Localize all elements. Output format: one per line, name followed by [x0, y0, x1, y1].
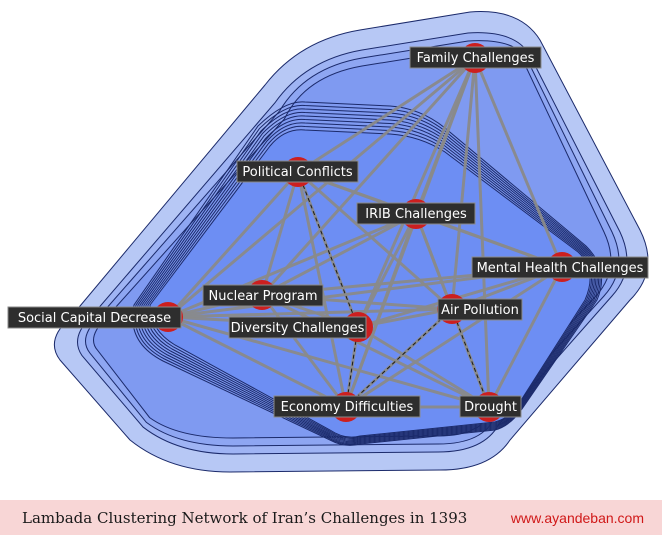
edge-social-drought [166, 315, 491, 409]
label-text-mental: Mental Health Challenges [477, 261, 644, 276]
dashed-edge-air-drought [451, 308, 490, 408]
label-text-social: Social Capital Decrease [18, 311, 171, 326]
edge-family-social [166, 56, 477, 319]
label-social: Social Capital Decrease [7, 306, 182, 329]
label-text-air: Air Pollution [441, 303, 519, 318]
inner-cluster-contour-3 [145, 122, 594, 440]
edge-social-economy [166, 315, 348, 409]
caption-bar: Lambada Clustering Network of Iran’s Cha… [0, 500, 662, 535]
label-economy: Economy Difficulties [273, 395, 421, 418]
edge-irib-diversity [356, 212, 418, 329]
label-text-diversity: Diversity Challenges [231, 321, 365, 336]
label-bg-economy [273, 395, 421, 418]
inner-cluster-contour-9 [132, 101, 603, 446]
edge-political-air [296, 170, 454, 311]
label-text-drought: Drought [464, 400, 517, 415]
label-bg-political [236, 160, 359, 183]
label-bg-air [437, 298, 523, 321]
label-nuclear: Nuclear Program [202, 284, 324, 307]
edge-irib-nuclear [260, 212, 418, 297]
inner-cluster-contour-8 [134, 104, 601, 445]
dashed-edge-economy-air [345, 308, 453, 408]
label-bg-diversity [228, 316, 367, 339]
label-bg-irib [356, 202, 476, 225]
inner-cluster-contour-6 [138, 111, 598, 443]
label-bg-nuclear [202, 284, 324, 307]
edge-family-air [450, 56, 477, 311]
inner-cluster-contour-7 [136, 108, 600, 444]
label-bg-family [409, 46, 542, 69]
figure-caption: Lambada Clustering Network of Iran’s Cha… [22, 508, 468, 527]
edge-family-nuclear [260, 56, 477, 297]
edge-mental-drought [487, 265, 564, 409]
label-text-nuclear: Nuclear Program [208, 289, 317, 304]
edge-diversity-air [356, 307, 454, 329]
inner-cluster-contour-5 [141, 115, 597, 442]
label-text-economy: Economy Difficulties [281, 400, 414, 415]
edge-mental-economy [344, 265, 564, 409]
edge-family-political [296, 56, 477, 174]
label-diversity: Diversity Challenges [228, 316, 367, 339]
edge-family-mental [473, 56, 564, 269]
edge-diversity-drought [356, 325, 491, 409]
label-text-political: Political Conflicts [242, 165, 352, 180]
edge-family-drought [473, 56, 491, 409]
label-bg-mental [471, 256, 649, 279]
label-bg-drought [459, 395, 522, 418]
label-irib: IRIB Challenges [356, 202, 476, 225]
label-bg-social [7, 306, 182, 329]
label-text-irib: IRIB Challenges [365, 207, 467, 222]
inner-cluster-contour-2 [147, 125, 593, 439]
inner-cluster-contour-4 [143, 118, 595, 441]
label-political: Political Conflicts [236, 160, 359, 183]
cluster-network-diagram: Family Challenges Political Conflicts IRIB… [7, 11, 649, 473]
label-drought: Drought [459, 395, 522, 418]
site-link[interactable]: www.ayandeban.com [510, 509, 644, 526]
edge-social-air [166, 307, 454, 319]
edge-family-diversity [356, 56, 477, 329]
label-mental: Mental Health Challenges [471, 256, 649, 279]
label-air: Air Pollution [437, 298, 523, 321]
edge-political-social [166, 170, 300, 319]
labels-layer: Family Challenges Political Conflicts IRIB… [7, 46, 649, 418]
label-family: Family Challenges [409, 46, 542, 69]
label-text-family: Family Challenges [417, 51, 535, 66]
